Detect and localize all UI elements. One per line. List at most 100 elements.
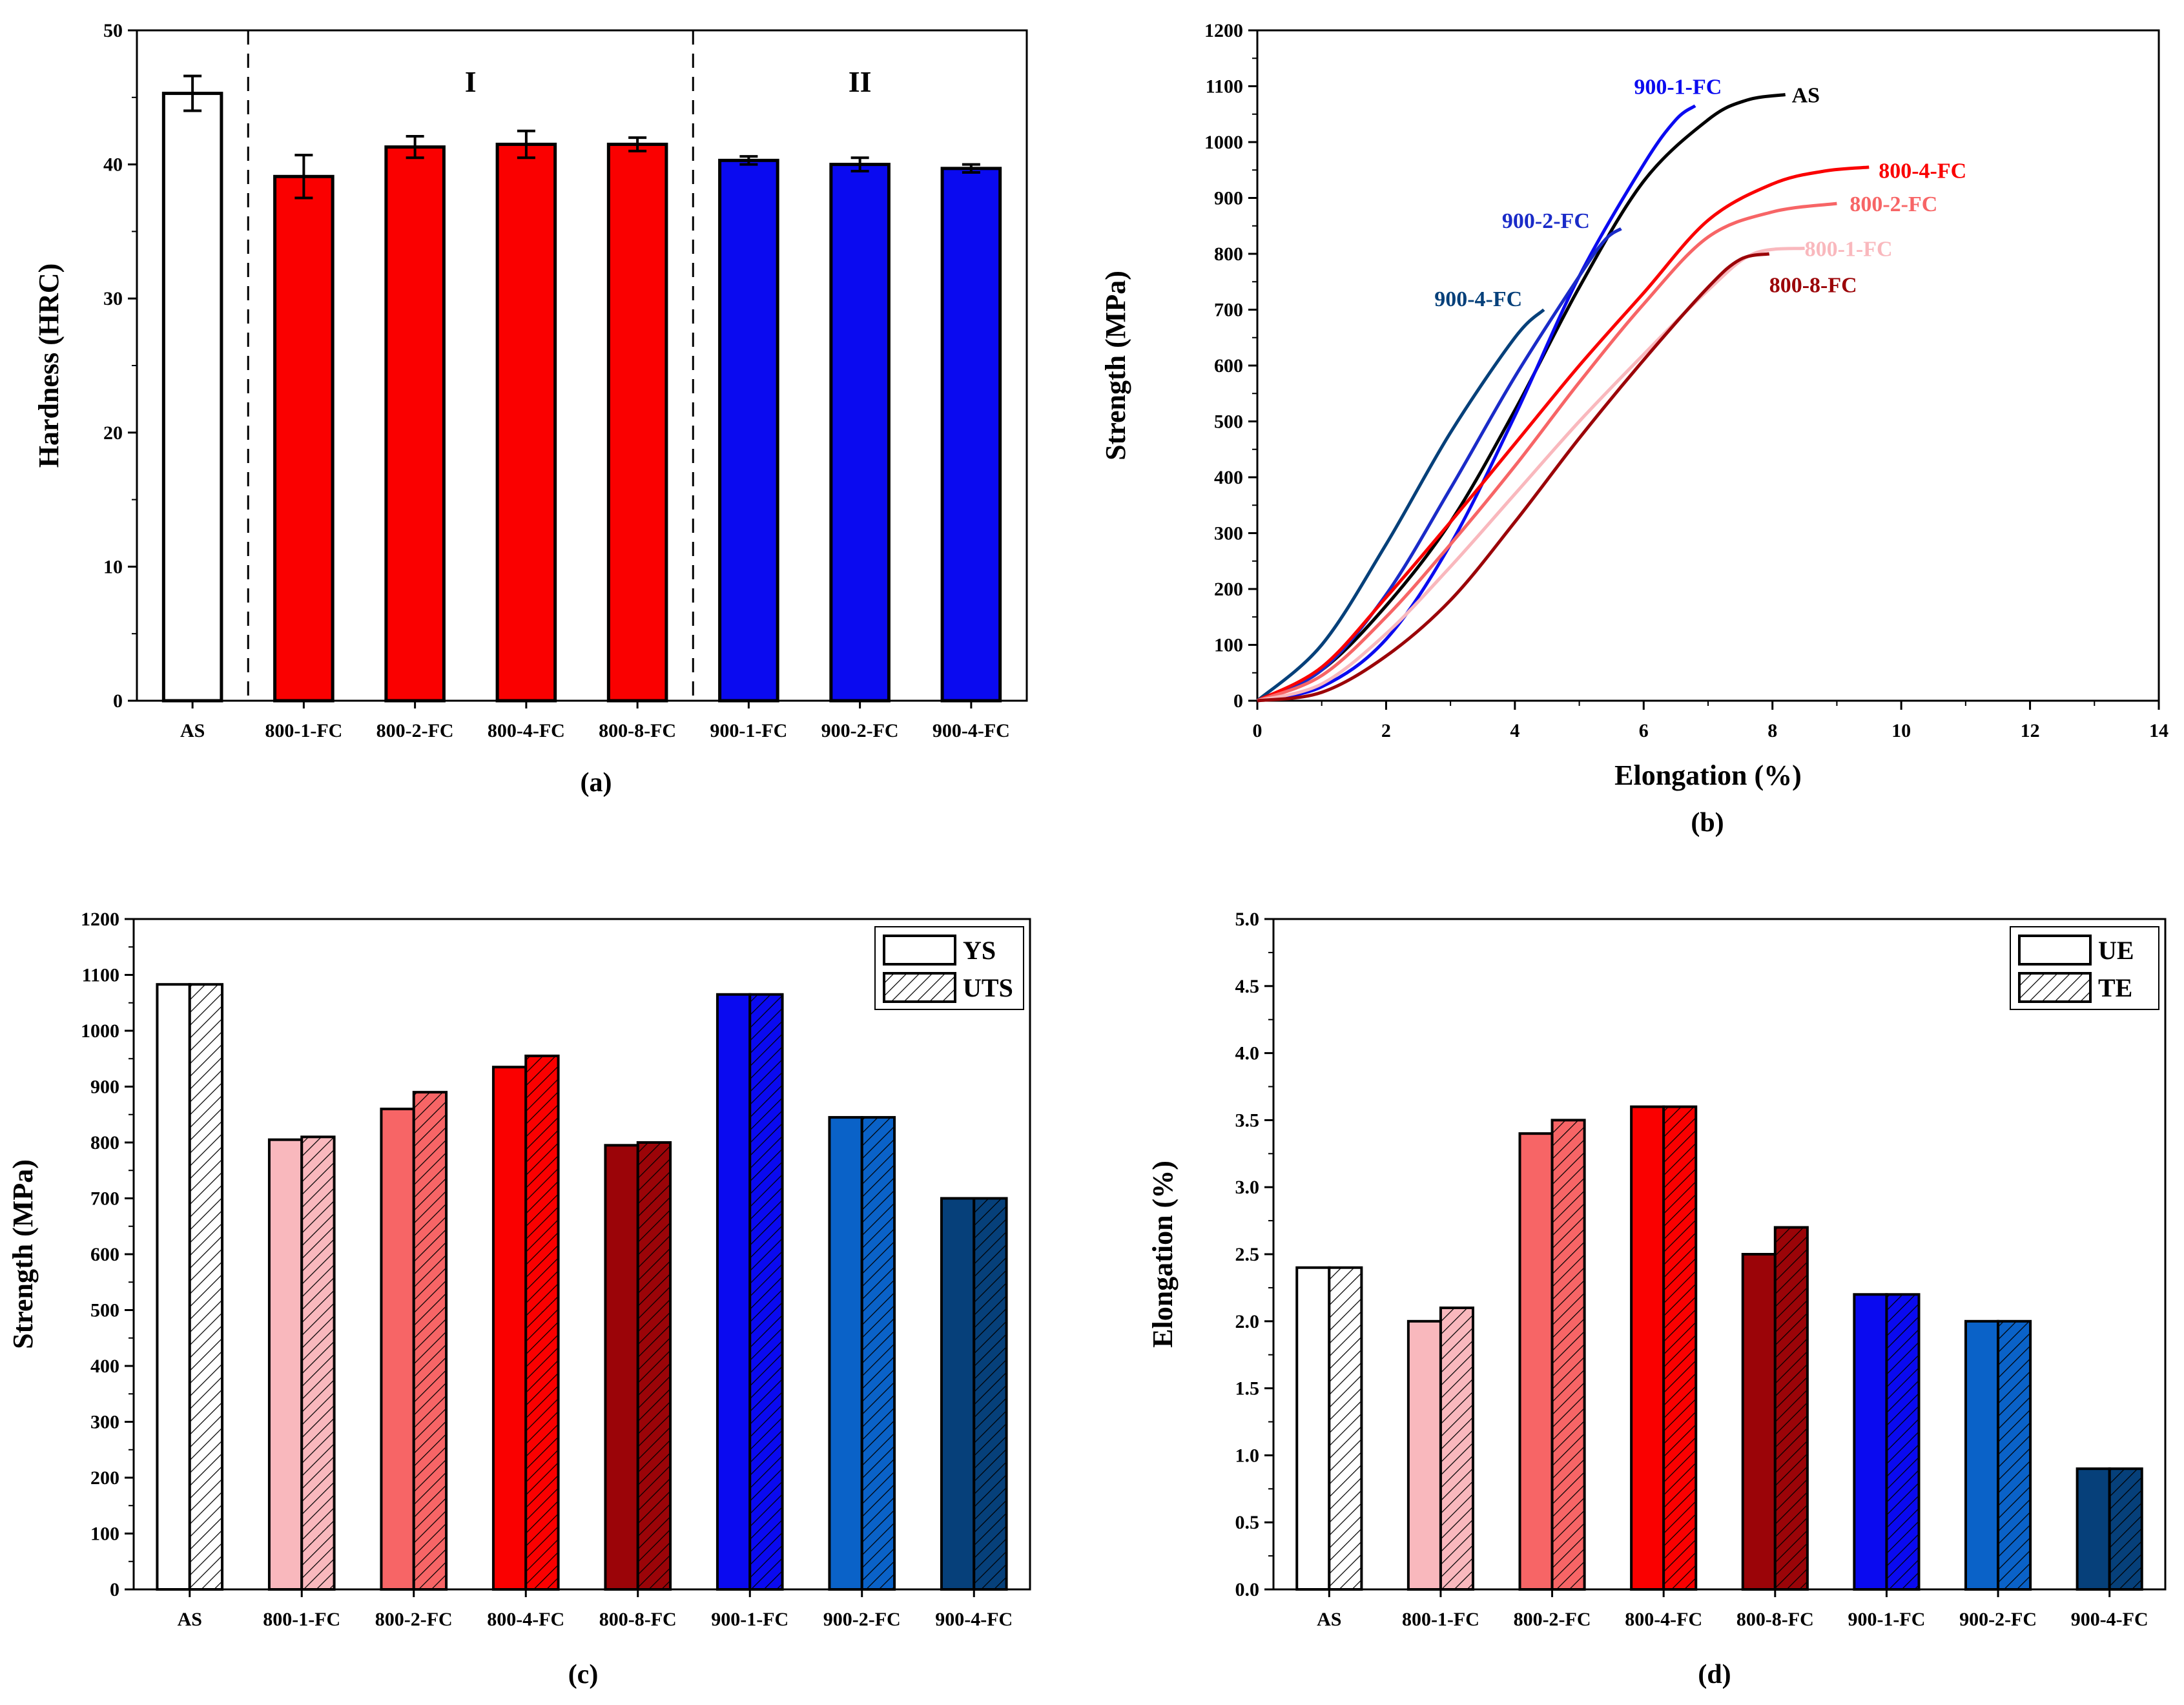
bar-outline-TE-800-2-FC [1550, 1119, 1586, 1591]
curve-label-800-4-FC: 800-4-FC [1879, 159, 1966, 183]
x-tick-label: 900-2-FC [821, 720, 899, 741]
x-tick-label: 0 [1253, 720, 1262, 741]
legend-label-YS: YS [963, 936, 996, 965]
bar-hatch-TE-800-2-FC [1552, 1120, 1585, 1589]
bar-UE-900-1-FC [1854, 1294, 1887, 1589]
y-tick-label: 1000 [81, 1020, 119, 1042]
bar-YS-800-8-FC [605, 1145, 638, 1589]
x-tick-label: 800-1-FC [1402, 1609, 1479, 1630]
legend-hatch-UTS [883, 972, 956, 1003]
plot-frame [136, 29, 1028, 702]
bar-YS-800-1-FC [269, 1139, 302, 1589]
x-tick-label: 800-1-FC [265, 720, 342, 741]
legend: YS UTS [874, 926, 1024, 1010]
x-tick-label: 900-4-FC [935, 1609, 1013, 1630]
bar-outline-TE-900-4-FC [2108, 1467, 2143, 1591]
y-tick-label: 1200 [1204, 20, 1243, 41]
y-tick-label: 4.0 [1235, 1043, 1260, 1064]
x-tick-label: 14 [2149, 720, 2169, 741]
x-tick-label: 800-2-FC [1514, 1609, 1591, 1630]
bar-hatch-TE-800-8-FC [1775, 1227, 1808, 1589]
curve-800-8-FC [1257, 252, 1770, 703]
bar-UE-800-1-FC [1408, 1321, 1441, 1589]
y-tick-label: 800 [1214, 243, 1243, 265]
x-tick-label: 800-8-FC [599, 1609, 677, 1630]
y-axis-label: Hardness (HRC) [33, 264, 65, 468]
y-tick-label: 1.5 [1235, 1378, 1260, 1400]
x-tick-label: 2 [1381, 720, 1391, 741]
curve-900-1-FC [1257, 104, 1696, 703]
y-tick-label: 500 [1214, 411, 1243, 433]
bar-outline-TE-800-4-FC [1662, 1105, 1698, 1591]
y-tick-label: 300 [90, 1412, 119, 1433]
panel-d-elongation-chart: 0.0 0.5 1.0 1.5 2.0 2.5 3.0 3.5 4.0 4.5 5.0 Elongat… [1147, 909, 2167, 1690]
y-tick-label: 2.0 [1235, 1311, 1260, 1332]
region-label: II [849, 65, 872, 98]
bar-outline-UTS-800-4-FC [524, 1054, 560, 1591]
bar-900-2-FC [829, 163, 891, 703]
legend-hatch-TE [2018, 972, 2092, 1003]
panel-b-stress-strain-chart: 0100200300400500600700800900100011001200… [1100, 20, 2169, 838]
bar-hatch-UTS-800-2-FC [413, 1092, 447, 1589]
bar-hatch-TE-AS [1329, 1267, 1362, 1589]
y-axis-label: Elongation (%) [1147, 1161, 1179, 1348]
x-tick-label: 800-4-FC [488, 720, 565, 741]
panel-caption: (b) [1691, 808, 1724, 838]
bar-outline-TE-900-1-FC [1885, 1293, 1921, 1591]
y-tick-label: 30 [103, 288, 123, 309]
x-tick-label: 12 [2021, 720, 2040, 741]
curve-label-800-1-FC: 800-1-FC [1805, 237, 1893, 261]
bar-YS-900-4-FC [941, 1198, 974, 1589]
panel-c-strength-chart: 0 100 200 300 400 500 600 700 800 900 1000 1100 1200… [7, 909, 1031, 1690]
y-tick-label: 1.0 [1235, 1445, 1260, 1466]
bar-hatch-TE-900-1-FC [1886, 1294, 1919, 1589]
curve-800-2-FC [1257, 202, 1837, 703]
x-tick-label: 8 [1767, 720, 1777, 741]
bar-900-4-FC [940, 167, 1002, 703]
y-tick-label: 1100 [1206, 76, 1243, 98]
x-tick-label: 900-2-FC [823, 1609, 901, 1630]
bar-800-2-FC [384, 145, 446, 703]
x-tick-label: 900-1-FC [1848, 1609, 1925, 1630]
region-label: I [465, 65, 477, 98]
bar-hatch-UTS-900-1-FC [750, 994, 783, 1589]
y-tick-label: 400 [90, 1356, 119, 1377]
bar-outline-UTS-800-2-FC [412, 1091, 448, 1591]
bar-UE-800-8-FC [1742, 1254, 1775, 1589]
curve-AS [1256, 92, 1786, 703]
x-tick-label: 800-1-FC [263, 1609, 340, 1630]
y-tick-label: 400 [1214, 467, 1243, 488]
bar-UE-AS [1297, 1267, 1330, 1589]
bar-900-1-FC [718, 158, 779, 703]
bar-800-8-FC [606, 142, 668, 703]
y-tick-label: 3.5 [1235, 1110, 1260, 1131]
bar-UE-900-4-FC [2077, 1469, 2110, 1589]
bar-outline-UTS-800-1-FC [300, 1135, 336, 1591]
curve-label-900-2-FC: 900-2-FC [1502, 209, 1590, 233]
x-tick-label: 800-4-FC [487, 1609, 564, 1630]
y-tick-label: 900 [90, 1077, 119, 1098]
bar-outline-TE-900-2-FC [1997, 1319, 2032, 1591]
curve-800-1-FC [1257, 246, 1805, 703]
y-tick-label: 600 [1214, 355, 1243, 377]
curve-label-900-1-FC: 900-1-FC [1634, 76, 1722, 99]
curve-label-800-8-FC: 800-8-FC [1769, 274, 1857, 298]
x-tick-label: 10 [1891, 720, 1911, 741]
x-tick-label: AS [1317, 1609, 1341, 1630]
bar-hatch-TE-800-4-FC [1664, 1106, 1696, 1589]
y-tick-label: 2.5 [1235, 1244, 1260, 1265]
bar-hatch-UTS-800-4-FC [526, 1055, 559, 1589]
bar-800-4-FC [495, 142, 557, 703]
y-tick-label: 300 [1214, 523, 1243, 544]
bar-outline-UTS-900-1-FC [748, 993, 784, 1591]
y-tick-label: 700 [90, 1188, 119, 1210]
bar-hatch-UTS-800-1-FC [302, 1137, 335, 1589]
y-axis-label: Strength (MPa) [7, 1159, 39, 1349]
x-tick-label: 800-8-FC [599, 720, 676, 741]
y-tick-label: 200 [90, 1467, 119, 1489]
y-tick-label: 0.0 [1235, 1579, 1260, 1600]
curve-label-800-2-FC: 800-2-FC [1849, 192, 1937, 216]
legend: UE TE [2010, 926, 2159, 1010]
y-tick-label: 800 [90, 1132, 119, 1153]
